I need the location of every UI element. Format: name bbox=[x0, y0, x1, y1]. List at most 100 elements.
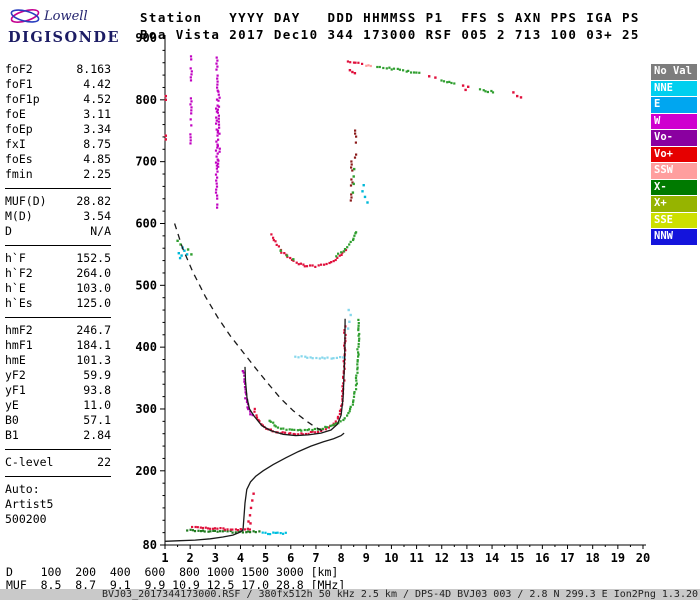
param-row-fof1: foF1 4.42 bbox=[5, 77, 111, 92]
param-group-2: MUF(D) 28.82 M(D) 3.54 D N/A bbox=[5, 188, 111, 239]
legend-item-ssw: SSW bbox=[651, 163, 697, 179]
header-line-fields: Station YYYY DAY DDD HHMMSS P1 FFS S AXN… bbox=[140, 10, 640, 25]
param-label: 500200 bbox=[5, 512, 47, 526]
param-value: 59.9 bbox=[83, 368, 111, 382]
parameter-panel: foF2 8.163 foF1 4.42 foF1p 4.52 foE 3.11 foEp 3.3… bbox=[5, 60, 111, 527]
trace-cyan-upper-bits bbox=[346, 308, 352, 330]
param-label: yF1 bbox=[5, 383, 26, 397]
trace-topspread-red-4 bbox=[512, 91, 523, 99]
trace-topspread-red-3 bbox=[461, 84, 470, 92]
digisonde-logo: Lowell DIGISONDE bbox=[6, 4, 136, 50]
param-row-foep: foEp 3.34 bbox=[5, 122, 111, 137]
axis-tick-labels: 1 2 3 4 5 6 7 8 9 10 11 12 13 14 15 16 17 18 19 20802003004… bbox=[135, 31, 650, 565]
svg-text:18: 18 bbox=[585, 551, 599, 565]
param-value: 264.0 bbox=[76, 266, 111, 280]
trace-topspread-green-3 bbox=[478, 88, 495, 94]
param-group-3: h`F 152.5 h`F2 264.0 h`E 103.0 h`Es 125.0 bbox=[5, 245, 111, 311]
param-row-ye: yE 11.0 bbox=[5, 398, 111, 413]
param-row-fmin: fmin 2.25 bbox=[5, 167, 111, 182]
param-label: yE bbox=[5, 398, 19, 412]
trace-artist-fit-line bbox=[244, 318, 346, 437]
trace-spread-col-2mhz bbox=[189, 55, 193, 145]
trace-mid-cyan-bits bbox=[361, 184, 369, 204]
param-label: h`F2 bbox=[5, 266, 33, 280]
svg-text:700: 700 bbox=[135, 155, 157, 169]
trace-mid-green-bits bbox=[351, 167, 356, 194]
trace-mid-col-8p6 bbox=[353, 129, 358, 159]
param-label: fmin bbox=[5, 167, 33, 181]
param-value: 125.0 bbox=[76, 296, 111, 310]
svg-text:5: 5 bbox=[262, 551, 269, 565]
svg-text:200: 200 bbox=[135, 464, 157, 478]
svg-text:600: 600 bbox=[135, 216, 157, 230]
trace-f1-cusp-w bbox=[241, 370, 254, 417]
param-value: 4.42 bbox=[83, 77, 111, 91]
legend-item-x-: X- bbox=[651, 179, 697, 195]
muf-row: MUF 8.5 8.7 9.1 9.9 10.9 12.5 17.0 28.8 … bbox=[6, 578, 346, 592]
param-row-b1: B1 2.84 bbox=[5, 428, 111, 443]
param-value: 3.34 bbox=[83, 122, 111, 136]
param-value: 22 bbox=[97, 455, 111, 469]
param-row-foes: foEs 4.85 bbox=[5, 152, 111, 167]
trace-spread-col-3mhz bbox=[214, 56, 219, 209]
param-label: hmF2 bbox=[5, 323, 33, 337]
legend-item-x-: X+ bbox=[651, 196, 697, 212]
param-label: MUF(D) bbox=[5, 194, 47, 208]
param-value: 4.85 bbox=[83, 152, 111, 166]
trace-spread-col-3mhz-b bbox=[216, 90, 221, 168]
param-row-foe: foE 3.11 bbox=[5, 107, 111, 122]
trace-topspread-green-2 bbox=[440, 79, 456, 85]
param-value: 8.75 bbox=[83, 137, 111, 151]
param-row-hf2: h`F2 264.0 bbox=[5, 266, 111, 281]
legend-item-nnw: NNW bbox=[651, 229, 697, 245]
param-label: foEs bbox=[5, 152, 33, 166]
distance-row: D 100 200 400 600 800 1000 1500 3000 [km… bbox=[6, 565, 339, 579]
param-label: hmF1 bbox=[5, 338, 33, 352]
param-value: 103.0 bbox=[76, 281, 111, 295]
svg-text:800: 800 bbox=[135, 93, 157, 107]
param-label: C-level bbox=[5, 455, 54, 469]
param-value: 184.1 bbox=[76, 338, 111, 352]
param-row-hf: h`F 152.5 bbox=[5, 251, 111, 266]
param-row-auto: Auto: bbox=[5, 482, 111, 497]
param-row-d: D N/A bbox=[5, 224, 111, 239]
svg-text:13: 13 bbox=[460, 551, 474, 565]
trace-f-min-cluster-red bbox=[247, 492, 255, 525]
param-value: 4.52 bbox=[83, 92, 111, 106]
axis-ticks bbox=[160, 37, 644, 549]
svg-text:7: 7 bbox=[312, 551, 319, 565]
logo-lowell-text: Lowell bbox=[43, 9, 88, 24]
legend-item-vo-: Vo+ bbox=[651, 146, 697, 162]
legend-item-no-val: No Val bbox=[651, 64, 697, 80]
trace-topspread-red-2 bbox=[428, 75, 437, 79]
svg-text:15: 15 bbox=[510, 551, 524, 565]
param-label: yF2 bbox=[5, 368, 26, 382]
param-label: M(D) bbox=[5, 209, 33, 223]
svg-text:10: 10 bbox=[384, 551, 398, 565]
station-header: Station YYYY DAY DDD HHMMSS P1 FFS S AXN… bbox=[140, 9, 640, 43]
svg-text:12: 12 bbox=[435, 551, 449, 565]
svg-text:20: 20 bbox=[636, 551, 650, 565]
param-value: 93.8 bbox=[83, 383, 111, 397]
legend-item-w: W bbox=[651, 113, 697, 129]
trace-second-hop-green-left bbox=[279, 249, 295, 261]
svg-text:17: 17 bbox=[560, 551, 574, 565]
param-row-hmf1: hmF1 184.1 bbox=[5, 338, 111, 353]
param-row-fof2: foF2 8.163 bbox=[5, 62, 111, 77]
param-row-he: h`E 103.0 bbox=[5, 281, 111, 296]
param-row-md: M(D) 3.54 bbox=[5, 209, 111, 224]
param-value: N/A bbox=[90, 224, 111, 238]
param-row-hmf2: hmF2 246.7 bbox=[5, 323, 111, 338]
param-value: 152.5 bbox=[76, 251, 111, 265]
param-label: foF2 bbox=[5, 62, 33, 76]
param-label: foF1 bbox=[5, 77, 33, 91]
param-label: hmE bbox=[5, 353, 26, 367]
logo-swoosh-blue bbox=[10, 9, 40, 23]
svg-text:300: 300 bbox=[135, 402, 157, 416]
param-group-4: hmF2 246.7 hmF1 184.1 hmE 101.3 yF2 59.9 yF1 93.8… bbox=[5, 317, 111, 443]
param-row-b0: B0 57.1 bbox=[5, 413, 111, 428]
param-row-yf1: yF1 93.8 bbox=[5, 383, 111, 398]
param-value: 3.54 bbox=[83, 209, 111, 223]
trace-es-cyan bbox=[261, 531, 287, 536]
param-row-hme: hmE 101.3 bbox=[5, 353, 111, 368]
